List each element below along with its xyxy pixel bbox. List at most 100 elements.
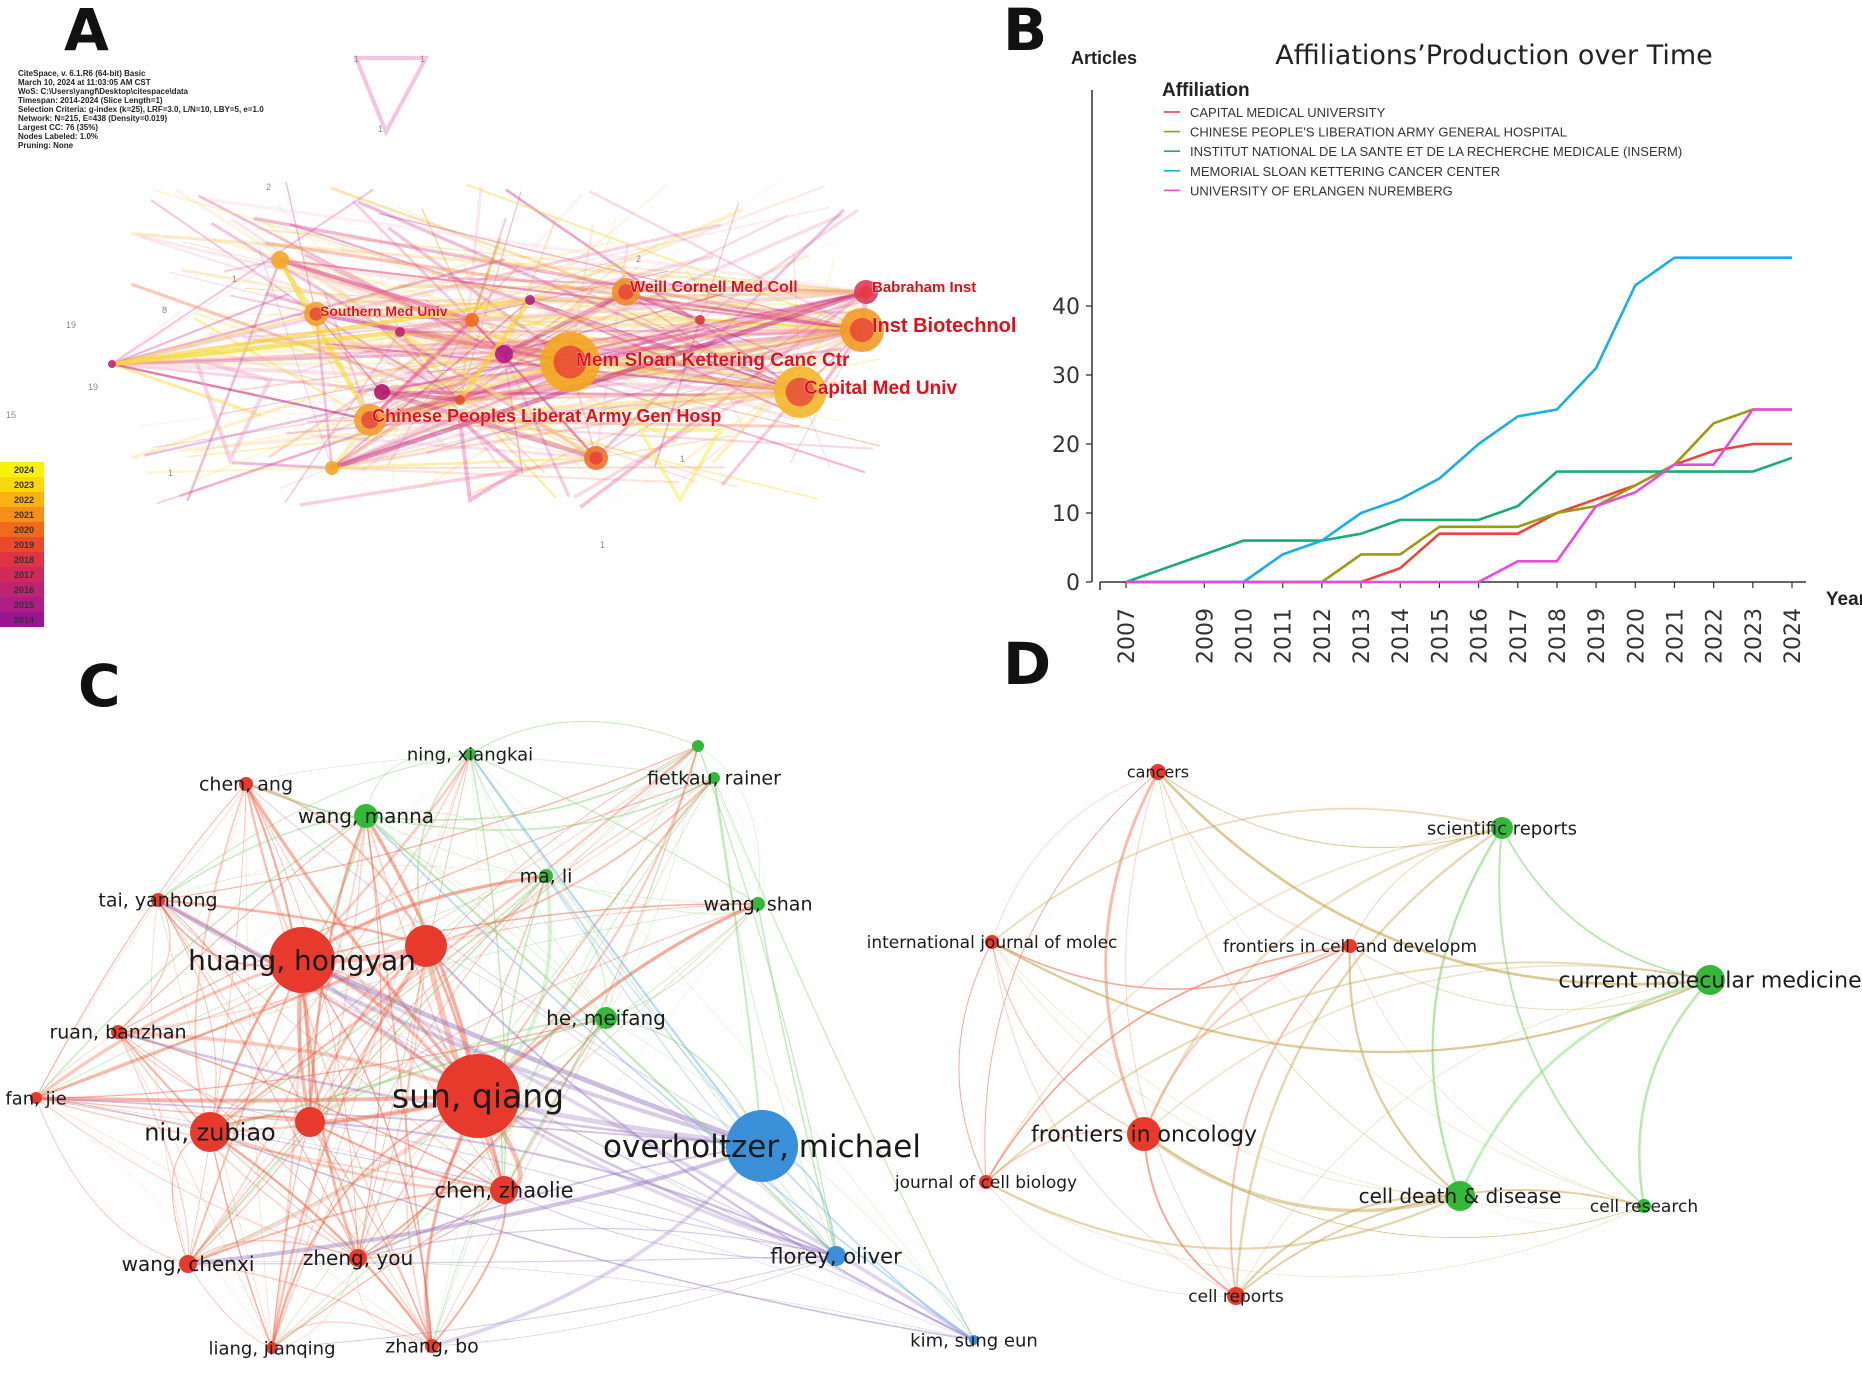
network-edge [192, 357, 273, 466]
legend-year: 2016 [14, 585, 34, 595]
author-edge [35, 745, 699, 1099]
network-edge [111, 327, 833, 365]
author-edge [301, 958, 506, 1191]
author-edge [117, 1030, 479, 1098]
network-edge [330, 186, 701, 322]
network-node [525, 295, 535, 305]
journal-labels: cancers scientific reports international j… [867, 763, 1862, 1307]
author-edge [187, 753, 471, 1265]
network-edge [577, 287, 801, 393]
legend-entry: CHINESE PEOPLE'S LIBERATION ARMY GENERAL… [1190, 125, 1567, 140]
x-tick-label: 2013 [1350, 608, 1375, 664]
author-edge [308, 815, 368, 1123]
network-edge [157, 319, 473, 354]
x-tick-label: 2021 [1663, 608, 1688, 664]
network-edge [209, 406, 371, 421]
author-edge [187, 815, 367, 1265]
network-edge [399, 331, 602, 484]
journal-edge [958, 941, 993, 1183]
network-edge [399, 329, 571, 365]
network-edge [315, 313, 383, 393]
network-edge [699, 319, 747, 437]
x-tick-label: 2007 [1115, 608, 1140, 664]
author-edge [365, 815, 837, 1257]
network-edge [381, 390, 446, 446]
network-edge [293, 318, 473, 375]
journal-edge [985, 1181, 1237, 1297]
network-edge [387, 226, 572, 364]
journal-label: current molecular medicine [1558, 969, 1861, 994]
author-edge [503, 1017, 607, 1191]
journal-edge [1348, 945, 1461, 1197]
journal-edge [1143, 1133, 1237, 1297]
network-edge [399, 331, 502, 470]
author-node [295, 1107, 325, 1137]
author-label: he, meifang [546, 1006, 666, 1030]
network-edge [186, 259, 282, 502]
network-edge [859, 291, 869, 331]
network-edge [139, 328, 863, 428]
author-edge [35, 1097, 311, 1123]
author-label: zhang, bo [385, 1336, 479, 1358]
author-edge [545, 875, 837, 1257]
network-edge [331, 466, 680, 484]
node-number: 1 [600, 540, 605, 550]
author-edge [605, 745, 699, 1019]
network-edge [369, 398, 461, 422]
author-edge [244, 783, 304, 961]
network-edge [381, 290, 867, 394]
legend-year: 2022 [14, 495, 34, 505]
journal-node [1127, 1117, 1161, 1151]
author-edge [187, 745, 699, 1265]
legend-swatch [0, 567, 44, 582]
author-edge [301, 959, 433, 1347]
author-edge [469, 753, 763, 1147]
network-edge [323, 293, 372, 421]
author-edge [271, 1321, 433, 1349]
journal-edge [1157, 771, 1351, 947]
network-edge [315, 298, 531, 316]
network-nodes [108, 251, 884, 475]
author-node [595, 1007, 617, 1029]
network-edge [380, 230, 383, 393]
author-edge [469, 753, 715, 779]
network-edge [279, 259, 418, 360]
node-number: 8 [162, 305, 167, 315]
author-edge [117, 1031, 359, 1259]
author-edge [35, 1097, 359, 1259]
author-edge [309, 1120, 837, 1257]
author-edge [301, 903, 759, 961]
journal-edge [1458, 978, 1711, 1197]
network-edge [381, 327, 863, 395]
author-edge [157, 899, 273, 1349]
network-edge [387, 319, 473, 465]
journal-edge [1104, 771, 1160, 1135]
author-edge [365, 815, 505, 1191]
network-edge [369, 353, 505, 421]
network-edge [276, 203, 401, 333]
network-edge [111, 317, 701, 367]
journal-edge [1157, 771, 1711, 986]
legend-entry: CAPITAL MEDICAL UNIVERSITY [1190, 105, 1386, 120]
author-edge [431, 1017, 607, 1347]
network-edge [503, 317, 735, 355]
network-edge [398, 284, 867, 294]
journal-edge [991, 771, 1159, 943]
author-edges [35, 720, 975, 1349]
network-edge [369, 343, 762, 422]
author-edge [545, 745, 699, 877]
series-line [1126, 442, 1792, 584]
network-edge [503, 214, 789, 355]
series-line [1125, 456, 1793, 584]
network-edge [210, 221, 597, 460]
journal-edge [1143, 1133, 1645, 1239]
legend-year: 2014 [14, 615, 34, 625]
author-edge [245, 782, 428, 947]
author-label: sun, qiang [392, 1077, 564, 1116]
network-edge [111, 329, 401, 367]
author-edge [309, 1093, 479, 1125]
network-edge [239, 353, 505, 391]
network-edge [398, 330, 598, 460]
network-edge [249, 218, 801, 393]
